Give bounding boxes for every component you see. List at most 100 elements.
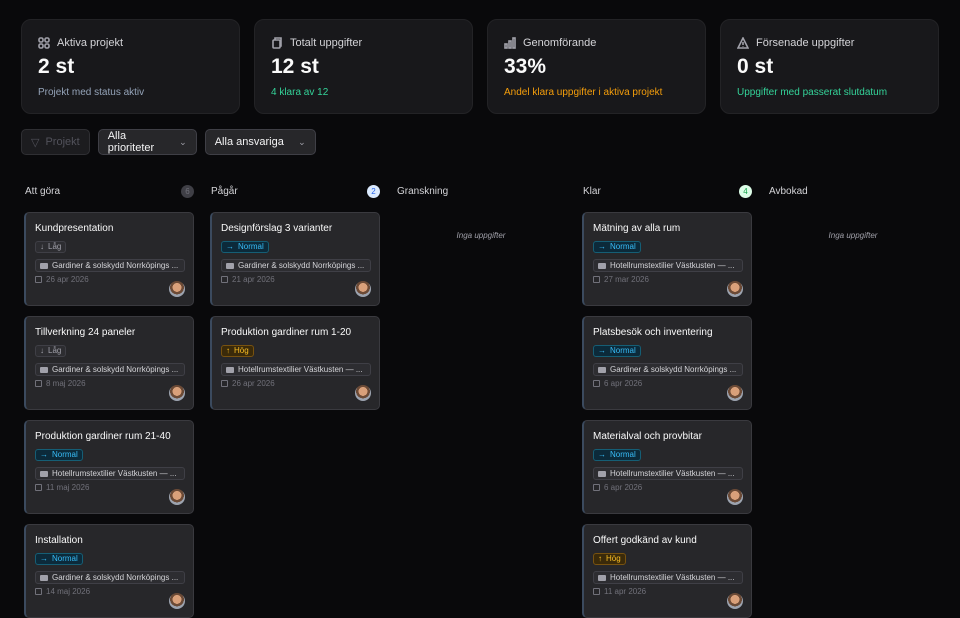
task-title: Offert godkänd av kund <box>593 535 697 546</box>
arrow-icon: → <box>226 242 234 251</box>
calendar-icon <box>593 484 600 491</box>
column-avbokad: Avbokad Inga uppgifter <box>768 183 938 618</box>
priority-select-value: Alla prioriteter <box>107 130 155 154</box>
assignee-avatar[interactable] <box>727 489 743 505</box>
arrow-icon: ↑ <box>598 554 602 563</box>
task-card[interactable]: Designförslag 3 varianter → Normal Gardin… <box>210 212 380 306</box>
task-card[interactable]: Platsbesök och inventering → Normal Gardi… <box>582 316 752 410</box>
priority-label: Hög <box>234 346 249 355</box>
priority-badge-normal: → Normal <box>35 448 83 461</box>
column-title: Avbokad <box>769 185 808 197</box>
arrow-icon: ↓ <box>40 346 44 355</box>
task-card[interactable]: Produktion gardiner rum 21-40 → Normal Ho… <box>24 420 194 514</box>
priority-badge-normal: → Normal <box>593 240 641 253</box>
empty-state: Inga uppgifter <box>456 231 506 240</box>
task-card[interactable]: Produktion gardiner rum 1-20 ↑ Hög Hotell… <box>210 316 380 410</box>
project-name: Hotellrumstextilier Västkusten — ... <box>610 261 735 270</box>
task-card[interactable]: Installation → Normal Gardiner & solskydd… <box>24 524 194 618</box>
folder-icon <box>598 366 606 373</box>
filter-icon: ▽ <box>31 136 40 149</box>
assignee-avatar[interactable] <box>727 593 743 609</box>
column-count-badge: 6 <box>181 184 194 198</box>
task-card[interactable]: Mätning av alla rum → Normal Hotellrumste… <box>582 212 752 306</box>
stat-card: Totalt uppgifter 12 st 4 klara av 12 <box>254 19 473 114</box>
priority-badge-high: ↑ Hög <box>221 344 254 357</box>
calendar-icon <box>593 276 600 283</box>
column-title: Granskning <box>397 185 449 197</box>
priority-badge-normal: → Normal <box>593 448 641 461</box>
assignee-avatar[interactable] <box>727 281 743 297</box>
due-date: 21 apr 2026 <box>221 275 371 284</box>
priority-label: Normal <box>238 242 264 251</box>
due-date: 6 apr 2026 <box>593 379 743 388</box>
project-tag: Hotellrumstextilier Västkusten — ... <box>593 571 743 584</box>
task-card[interactable]: Kundpresentation ↓ Låg Gardiner & solskyd… <box>24 212 194 306</box>
project-tag: Gardiner & solskydd Norrköpings ... <box>35 363 185 376</box>
folder-icon <box>598 262 606 269</box>
due-date-text: 6 apr 2026 <box>604 379 643 388</box>
folder-icon <box>40 366 48 373</box>
calendar-icon <box>35 588 42 595</box>
priority-badge-low: ↓ Låg <box>35 240 67 253</box>
warning-icon <box>737 37 749 49</box>
task-title: Materialval och provbitar <box>593 431 702 442</box>
arrow-icon: ↑ <box>226 346 230 355</box>
assignee-avatar[interactable] <box>169 281 185 297</box>
calendar-icon <box>35 484 42 491</box>
due-date-text: 14 maj 2026 <box>46 587 91 596</box>
kanban-board: Att göra 6 Kundpresentation ↓ Låg Gardiner… <box>24 183 938 618</box>
filter-bar: ▽ Projekt Alla prioriteter ⌄ Alla ansvar… <box>21 129 316 155</box>
project-name: Gardiner & solskydd Norrköpings ... <box>52 573 179 582</box>
due-date-text: 27 mar 2026 <box>604 275 649 284</box>
stat-label: Totalt uppgifter <box>290 37 363 49</box>
grid-icon <box>38 37 50 49</box>
arrow-icon: → <box>598 346 606 355</box>
stat-value: 0 st <box>737 55 774 78</box>
stat-card: Aktiva projekt 2 st Projekt med status a… <box>21 19 240 114</box>
task-title: Tillverkning 24 paneler <box>35 327 136 338</box>
folder-icon <box>226 366 234 373</box>
column-title: Klar <box>583 185 601 197</box>
project-filter-button[interactable]: ▽ Projekt <box>21 129 90 155</box>
due-date: 11 apr 2026 <box>593 587 743 596</box>
assignee-select[interactable]: Alla ansvariga ⌄ <box>204 129 316 155</box>
stat-card: Genomförande 33% Andel klara uppgifter i… <box>487 19 706 114</box>
calendar-icon <box>221 380 228 387</box>
due-date: 14 maj 2026 <box>35 587 185 596</box>
stat-subtext: Andel klara uppgifter i aktiva projekt <box>504 87 663 98</box>
column-count-badge: 2 <box>367 184 380 198</box>
assignee-avatar[interactable] <box>727 385 743 401</box>
project-tag: Gardiner & solskydd Norrköpings ... <box>221 259 371 272</box>
chevron-down-icon: ⌄ <box>298 136 306 147</box>
due-date: 26 apr 2026 <box>221 379 371 388</box>
project-name: Hotellrumstextilier Västkusten — ... <box>238 365 363 374</box>
calendar-icon <box>593 380 600 387</box>
task-card[interactable]: Materialval och provbitar → Normal Hotell… <box>582 420 752 514</box>
chevron-down-icon: ⌄ <box>179 136 187 147</box>
arrow-icon: → <box>40 554 48 563</box>
column-granskning: Granskning Inga uppgifter <box>396 183 566 618</box>
folder-icon <box>226 262 234 269</box>
folder-icon <box>598 470 606 477</box>
assignee-avatar[interactable] <box>169 385 185 401</box>
priority-select[interactable]: Alla prioriteter ⌄ <box>97 129 197 155</box>
assignee-avatar[interactable] <box>355 385 371 401</box>
priority-badge-normal: → Normal <box>35 552 83 565</box>
due-date-text: 26 apr 2026 <box>232 379 275 388</box>
due-date: 27 mar 2026 <box>593 275 743 284</box>
folder-icon <box>40 470 48 477</box>
column-att-göra: Att göra 6 Kundpresentation ↓ Låg Gardiner… <box>24 183 194 618</box>
stat-value: 2 st <box>38 55 75 78</box>
stat-value: 33% <box>504 55 547 78</box>
project-tag: Hotellrumstextilier Västkusten — ... <box>593 259 743 272</box>
assignee-avatar[interactable] <box>169 489 185 505</box>
calendar-icon <box>221 276 228 283</box>
assignee-avatar[interactable] <box>169 593 185 609</box>
task-card[interactable]: Offert godkänd av kund ↑ Hög Hotellrumste… <box>582 524 752 618</box>
priority-label: Normal <box>52 450 78 459</box>
priority-label: Hög <box>606 554 621 563</box>
stat-value: 12 st <box>271 55 319 78</box>
task-card[interactable]: Tillverkning 24 paneler ↓ Låg Gardiner & … <box>24 316 194 410</box>
column-count-badge: 4 <box>739 184 752 198</box>
assignee-avatar[interactable] <box>355 281 371 297</box>
